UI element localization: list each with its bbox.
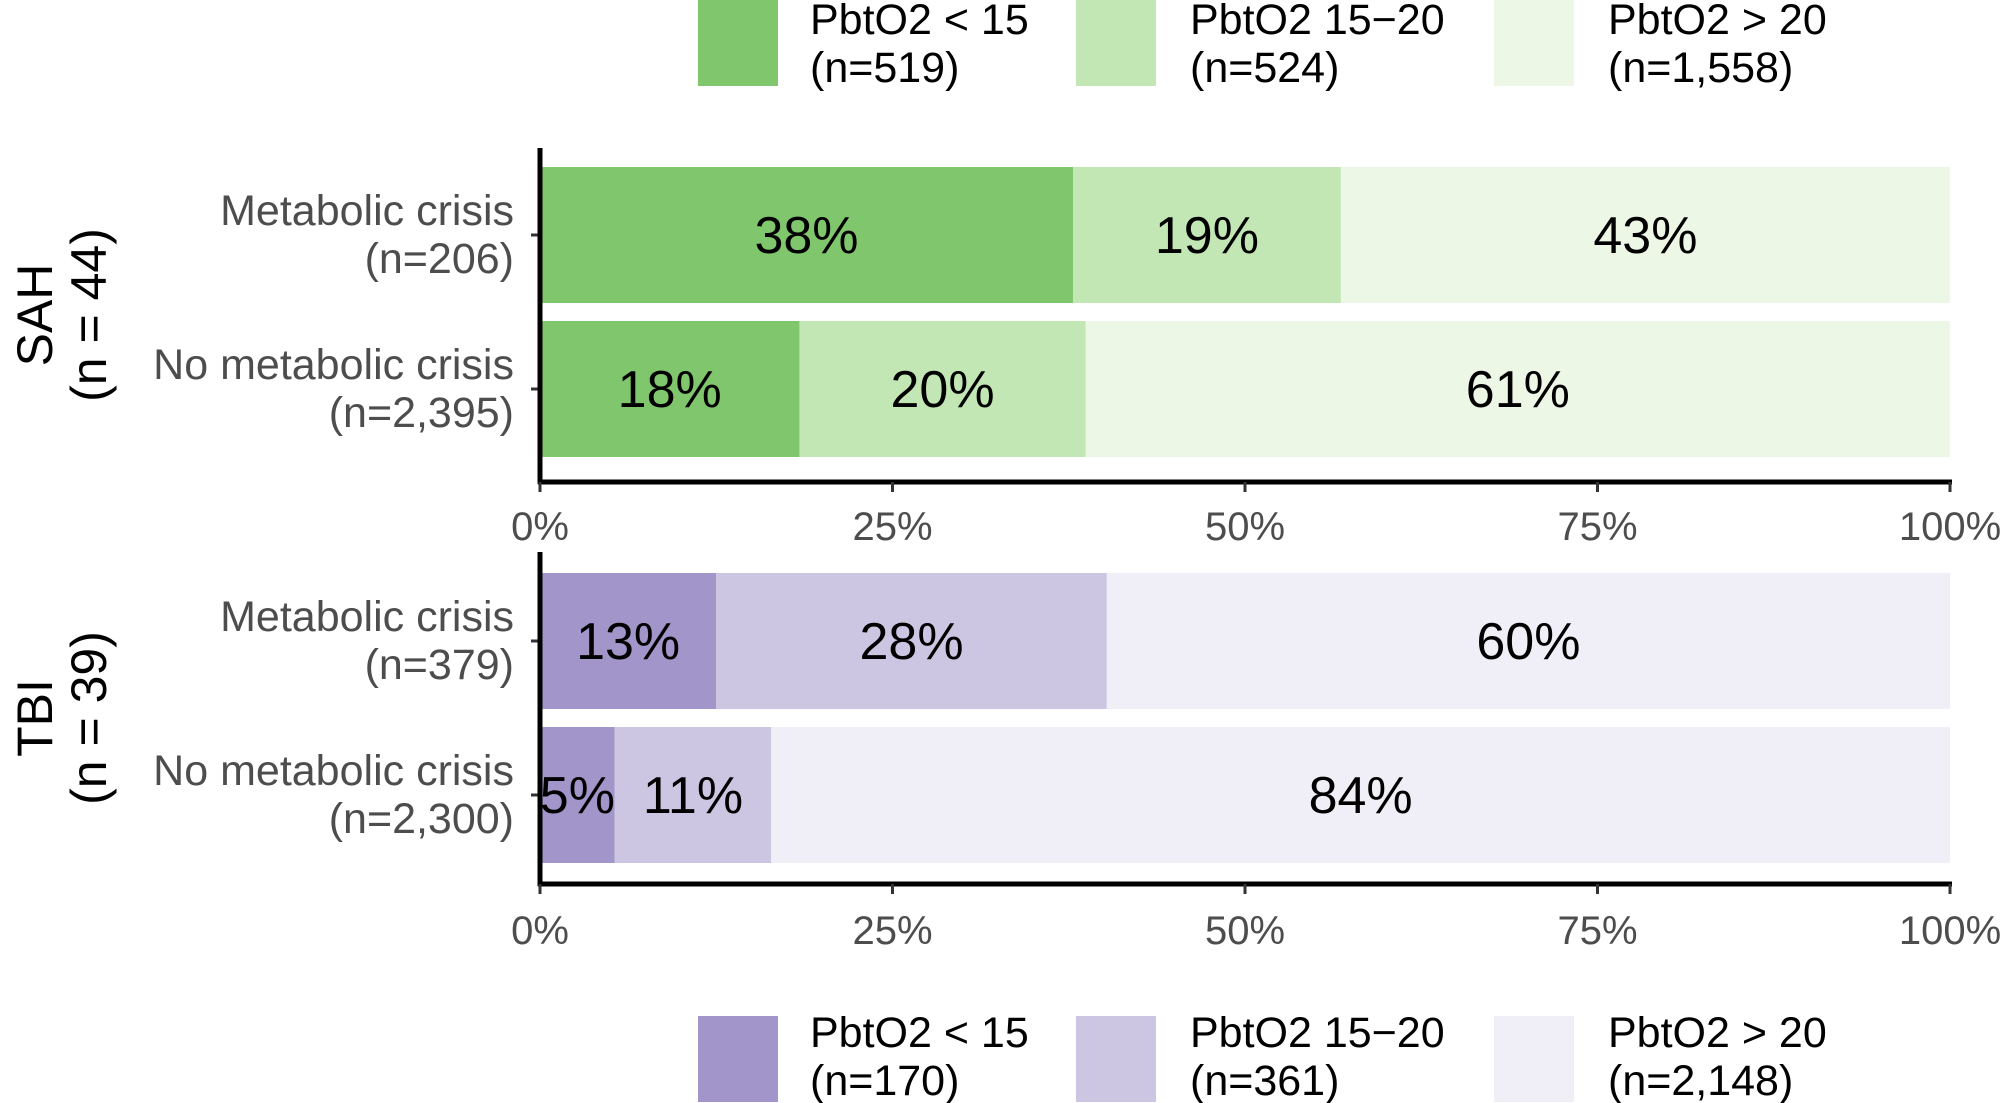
bar-label: 5% (540, 767, 615, 825)
legend-label-line: PbtO2 < 15 (810, 0, 1029, 44)
bar-segment (716, 573, 1107, 709)
legend-label: PbtO2 15−20 (n=524) (1190, 0, 1445, 92)
legend-label-line: (n=170) (810, 1057, 959, 1103)
legend-label-line: PbtO2 > 20 (1608, 0, 1827, 44)
facet-strip-line: TBI (7, 679, 63, 757)
bar-segment (1085, 321, 1950, 457)
bar-label: 13% (576, 613, 680, 671)
legend-swatch (1494, 0, 1574, 86)
legend-label-line: (n=524) (1190, 44, 1339, 92)
bar-label: 61% (1466, 361, 1570, 419)
facet-strip-line: (n = 39) (61, 631, 117, 805)
bar-segment (799, 321, 1086, 457)
category-label: No metabolic crisis (n=2,300) (153, 747, 514, 843)
bar-label: 60% (1476, 613, 1580, 671)
category-label-line: (n=379) (365, 641, 514, 689)
legend-label-line: PbtO2 > 20 (1608, 1009, 1827, 1057)
legend-swatch (1076, 1016, 1156, 1102)
x-tick-label: 50% (1205, 909, 1285, 953)
category-label-line: No metabolic crisis (153, 747, 514, 795)
bar-segment (1106, 573, 1950, 709)
bar-segment (540, 727, 615, 863)
x-tick-label: 75% (1557, 909, 1637, 953)
category-label-line: No metabolic crisis (153, 341, 514, 389)
bar-segment (1072, 167, 1341, 303)
bar-segment (540, 573, 717, 709)
bar-segment (540, 167, 1073, 303)
category-label-line: (n=2,395) (329, 389, 514, 437)
x-tick-label: 50% (1205, 505, 1285, 549)
bar-label: 20% (891, 361, 995, 419)
legend-label: PbtO2 > 20 (n=2,148) (1608, 1009, 1827, 1103)
bar-label: 11% (643, 767, 743, 825)
legend-label-line: (n=519) (810, 44, 959, 92)
bar-label: 43% (1593, 207, 1697, 265)
legend-swatch (698, 0, 778, 86)
legend-swatch (1076, 0, 1156, 86)
legend-label: PbtO2 < 15 (n=519) (810, 0, 1029, 92)
facet-strip-label: TBI(n = 39) (7, 631, 117, 805)
x-tick-label: 0% (511, 505, 569, 549)
bar-label: 18% (618, 361, 722, 419)
bar-label: 28% (859, 613, 963, 671)
x-tick-label: 25% (852, 505, 932, 549)
bar-segment (771, 727, 1950, 863)
legend-label: PbtO2 15−20 (n=361) (1190, 1009, 1445, 1103)
panel-tbi: PbtO2 < 15 (n=170)PbtO2 15−20 (n=361)PbtO2… (7, 552, 2001, 1103)
legend-label: PbtO2 < 15 (n=170) (810, 1009, 1029, 1103)
category-label-line: Metabolic crisis (220, 593, 514, 641)
legend-label-line: PbtO2 15−20 (1190, 0, 1445, 44)
category-label: Metabolic crisis (n=206) (220, 187, 514, 283)
category-label-line: (n=206) (365, 235, 514, 283)
panel-sah: PbtO2 < 15 (n=519)PbtO2 15−20 (n=524)PbtO2… (7, 0, 2001, 549)
x-tick-label: 75% (1557, 505, 1637, 549)
legend-label: PbtO2 > 20 (n=1,558) (1608, 0, 1827, 92)
category-label: No metabolic crisis (n=2,395) (153, 341, 514, 437)
legend: PbtO2 < 15 (n=519)PbtO2 15−20 (n=524)PbtO2… (698, 0, 1827, 92)
bar-segment (1340, 167, 1950, 303)
bar-label: 19% (1155, 207, 1259, 265)
x-tick-label: 100% (1899, 505, 2001, 549)
facet-strip-line: SAH (7, 264, 63, 367)
legend-label-line: (n=361) (1190, 1057, 1339, 1103)
category-label: Metabolic crisis (n=379) (220, 593, 514, 689)
bar-label: 84% (1309, 767, 1413, 825)
x-tick-label: 100% (1899, 909, 2001, 953)
facet-strip-label: SAH(n = 44) (7, 228, 117, 402)
bar-segment (614, 727, 772, 863)
legend-label-line: (n=1,558) (1608, 44, 1793, 92)
legend-label-line: (n=2,148) (1608, 1057, 1793, 1103)
legend-swatch (698, 1016, 778, 1102)
x-tick-label: 25% (852, 909, 932, 953)
category-label-line: Metabolic crisis (220, 187, 514, 235)
x-tick-label: 0% (511, 909, 569, 953)
category-label-line: (n=2,300) (329, 795, 514, 843)
bar-segment (540, 321, 800, 457)
legend-label-line: PbtO2 < 15 (810, 1009, 1029, 1057)
legend: PbtO2 < 15 (n=170)PbtO2 15−20 (n=361)PbtO2… (698, 1009, 1827, 1103)
bar-label: 38% (754, 207, 858, 265)
legend-swatch (1494, 1016, 1574, 1102)
legend-label-line: PbtO2 15−20 (1190, 1009, 1445, 1057)
facet-strip-line: (n = 44) (61, 228, 117, 402)
